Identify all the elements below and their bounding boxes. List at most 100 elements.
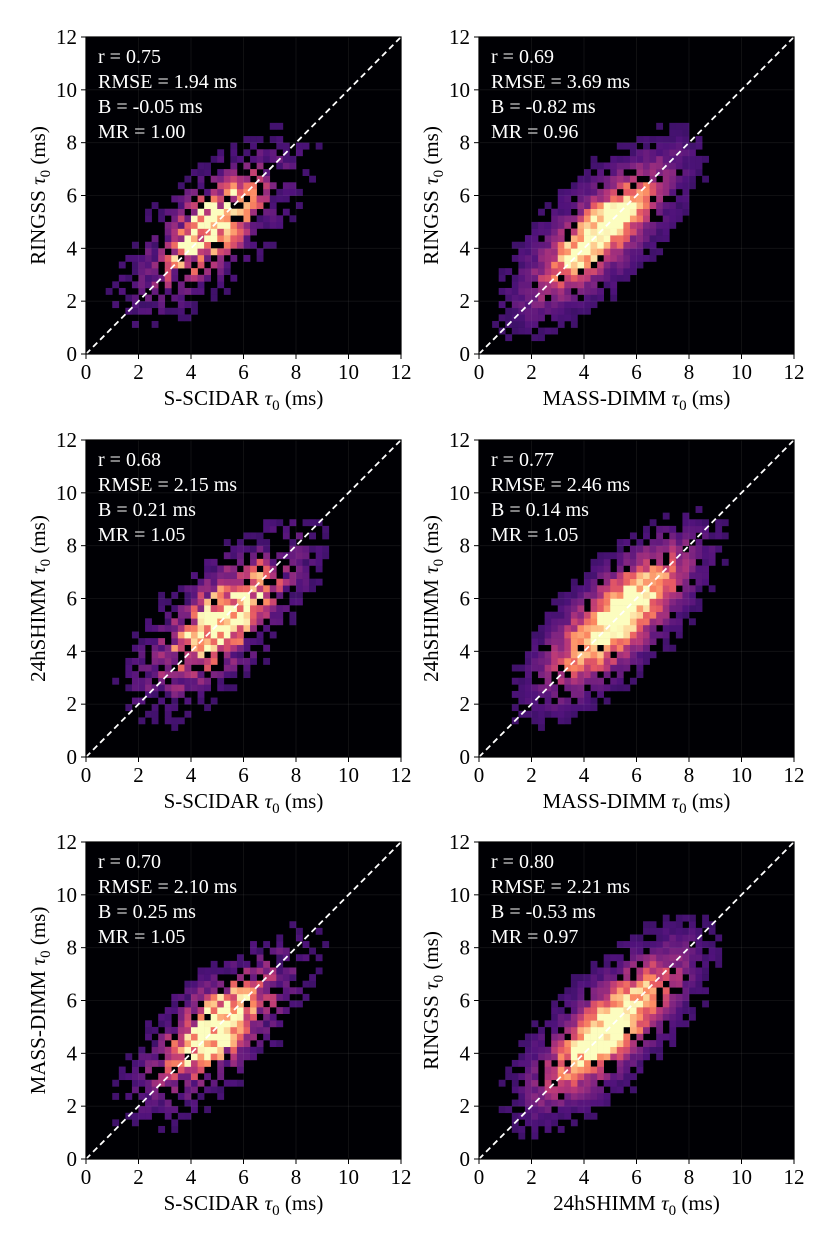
heatmap-cell [610,605,618,613]
heatmap-cell [603,248,611,256]
heatmap-cell [570,591,578,599]
heatmap-cell [656,155,664,163]
y-tick-label: 10 [56,883,77,907]
heatmap-cell [269,974,277,981]
heatmap-cell [263,585,271,593]
x-tick-label: 4 [579,360,590,384]
heatmap-cell [230,578,238,586]
heatmap-cell [171,1026,179,1034]
heatmap-cell [511,307,519,315]
heatmap-cell [570,684,578,692]
heatmap-cell [250,1000,257,1008]
heatmap-cell [636,651,644,659]
heatmap-cell [577,1079,585,1087]
heatmap-cell [217,188,225,196]
heatmap-cell [197,585,205,593]
y-tick-label: 8 [460,534,471,558]
heatmap-cell [151,301,159,309]
heatmap-cell [263,525,271,533]
heatmap-cell [551,235,559,243]
heatmap-cell [269,182,277,190]
heatmap-cell [557,202,565,210]
heatmap-cell [689,1013,696,1021]
heatmap-cell [243,208,251,216]
identity-line [85,36,402,355]
heatmap-cell [656,927,664,935]
heatmap-cell [603,1092,611,1100]
heatmap-cell [505,1106,513,1114]
heatmap-cell [184,591,192,599]
y-axis-label: 24hSHIMM τ0 (ms) [419,515,447,682]
heatmap-cell [603,987,611,995]
heatmap-cell [210,175,218,183]
heatmap-cell [204,704,211,712]
heatmap-cell [695,974,703,981]
heatmap-cell [217,1000,225,1008]
heatmap-cell [597,195,604,203]
heatmap-cell [276,585,284,593]
heatmap-cell [649,235,657,243]
heatmap-cell [551,1066,559,1074]
heatmap-cell [531,717,539,725]
stat-annotation: r = 0.75 [98,46,161,68]
heatmap-cell [223,1026,231,1034]
heatmap-cell [669,585,677,593]
heatmap-cell [204,598,211,606]
heatmap-cell [269,136,277,143]
heatmap-cell [518,281,526,289]
heatmap-cell [629,208,637,216]
x-tick-label: 10 [338,763,359,787]
heatmap-cell [603,208,611,216]
heatmap-cell [584,1106,591,1114]
heatmap-cell [682,532,690,540]
heatmap-cell [682,611,690,619]
heatmap-cell [682,149,690,157]
heatmap-cell [145,664,152,672]
heatmap-cell [131,1086,139,1094]
heatmap-cell [230,169,238,176]
heatmap-cell [505,268,513,276]
heatmap-cell [695,954,703,962]
heatmap-cell [629,934,637,942]
heatmap-cell [636,169,644,176]
heatmap-cell [590,1079,598,1087]
heatmap-cell [538,638,545,646]
heatmap-cell [643,572,650,579]
heatmap-cell [204,248,211,256]
heatmap-cell [250,1033,257,1041]
heatmap-cell [656,558,664,566]
heatmap-cell [564,215,572,223]
heatmap-cell [623,162,631,170]
heatmap-cell [177,1066,185,1074]
heatmap-cell [164,254,172,262]
heatmap-cell [649,618,657,626]
heatmap-cell [236,558,244,566]
heatmap-cell [138,697,146,705]
heatmap-cell [151,202,159,210]
heatmap-cell [689,974,696,981]
heatmap-cell [191,598,198,606]
heatmap-cell [662,974,670,981]
heatmap-cell [584,169,591,176]
x-tick-label: 2 [133,763,144,787]
heatmap-cell [498,1106,506,1114]
heatmap-cell [649,221,657,229]
heatmap-cell [544,221,552,229]
heatmap-cell [577,664,585,672]
heatmap-cell [269,558,277,566]
heatmap-cell [217,169,225,176]
heatmap-cell [623,182,631,190]
heatmap-cell [643,142,650,150]
heatmap-cell [708,545,716,553]
heatmap-cell [669,175,677,183]
heatmap-cell [236,954,244,962]
heatmap-cell [138,717,146,725]
heatmap-cell [131,1119,139,1127]
heatmap-cell [296,188,303,196]
heatmap-cell [649,228,657,236]
stat-annotation: B = 0.21 ms [98,499,196,521]
heatmap-cell [610,248,618,256]
heatmap-cell [616,591,624,599]
heatmap-cell [289,921,297,929]
y-tick-label: 2 [67,1094,78,1118]
